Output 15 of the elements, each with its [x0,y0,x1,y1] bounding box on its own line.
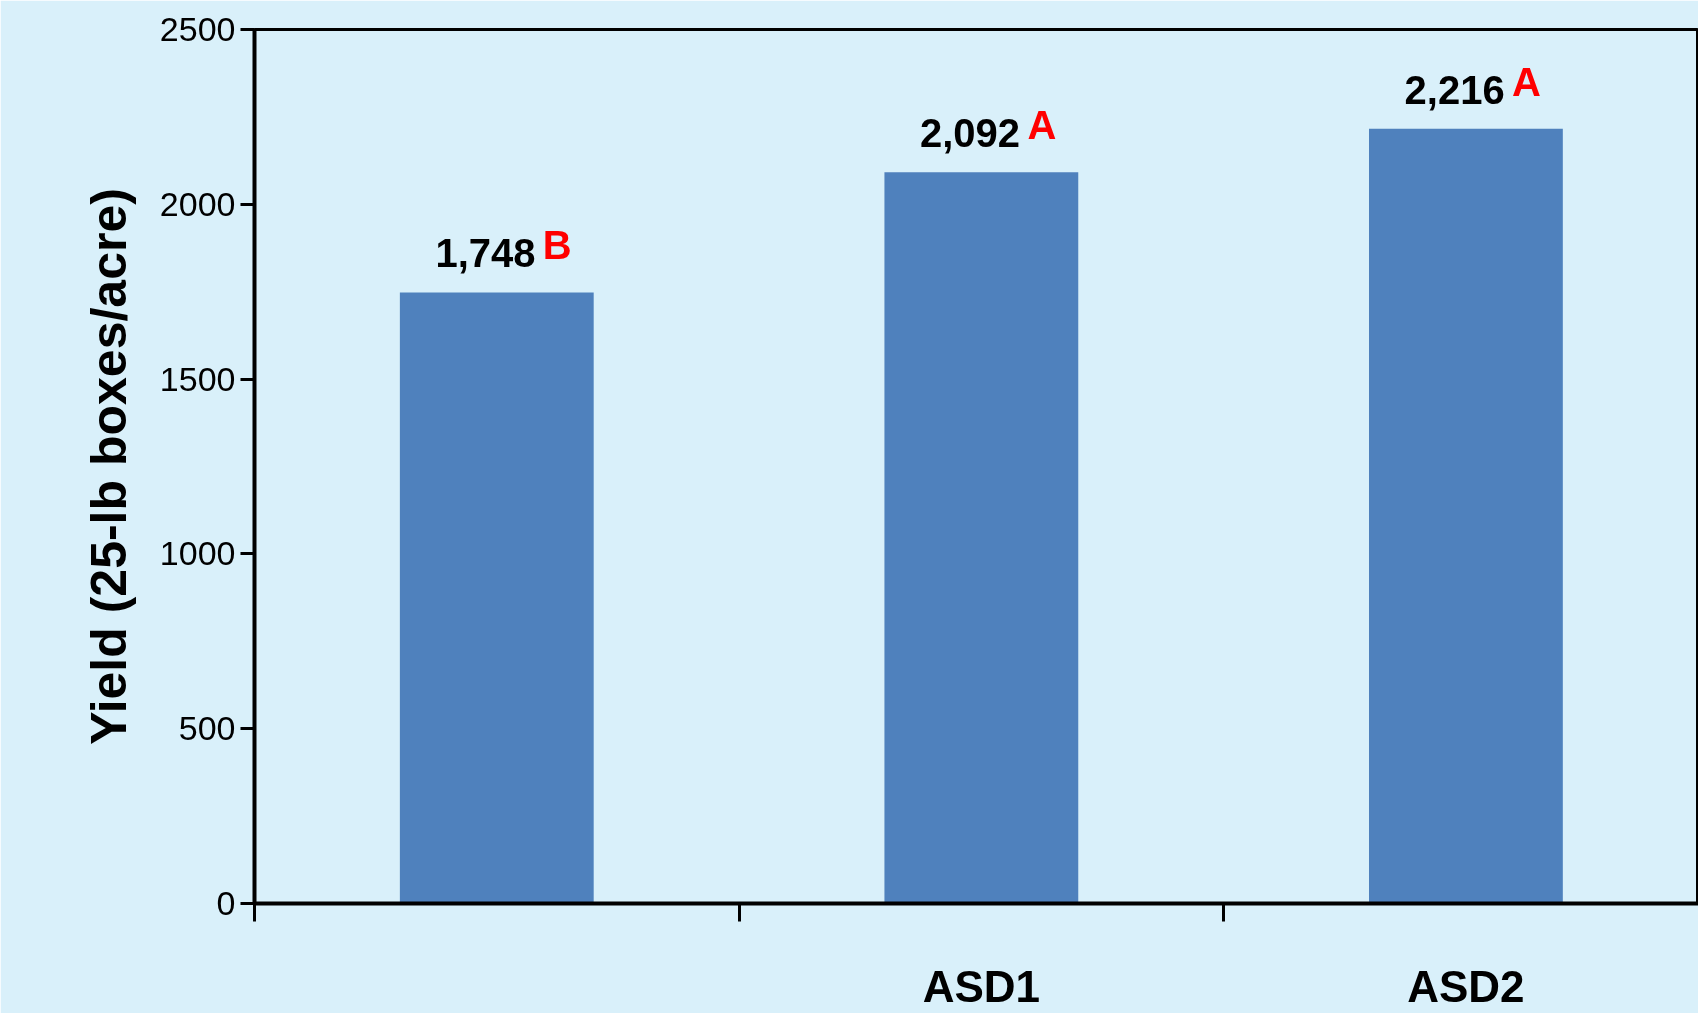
data-label: 1,748 [435,231,536,276]
annotation: B [542,223,572,268]
y-tick-label: 500 [178,709,236,748]
data-label: 2,216 [1404,67,1505,112]
x-tick-label: ASD2 [1407,961,1525,1011]
annotation: A [1511,59,1541,104]
y-tick-label: 2500 [159,10,236,48]
x-tick-label: ASD1 [922,961,1041,1011]
y-tick-label: 1500 [159,359,236,398]
y-axis-title: Yield (25-lb boxes/acre) [80,188,137,745]
y-tick-label: 0 [216,884,236,922]
annotation: A [1027,103,1057,148]
data-label: 2,092 [920,111,1021,156]
y-tick-label: 2000 [159,184,236,223]
y-tick-label: 1000 [159,534,236,573]
